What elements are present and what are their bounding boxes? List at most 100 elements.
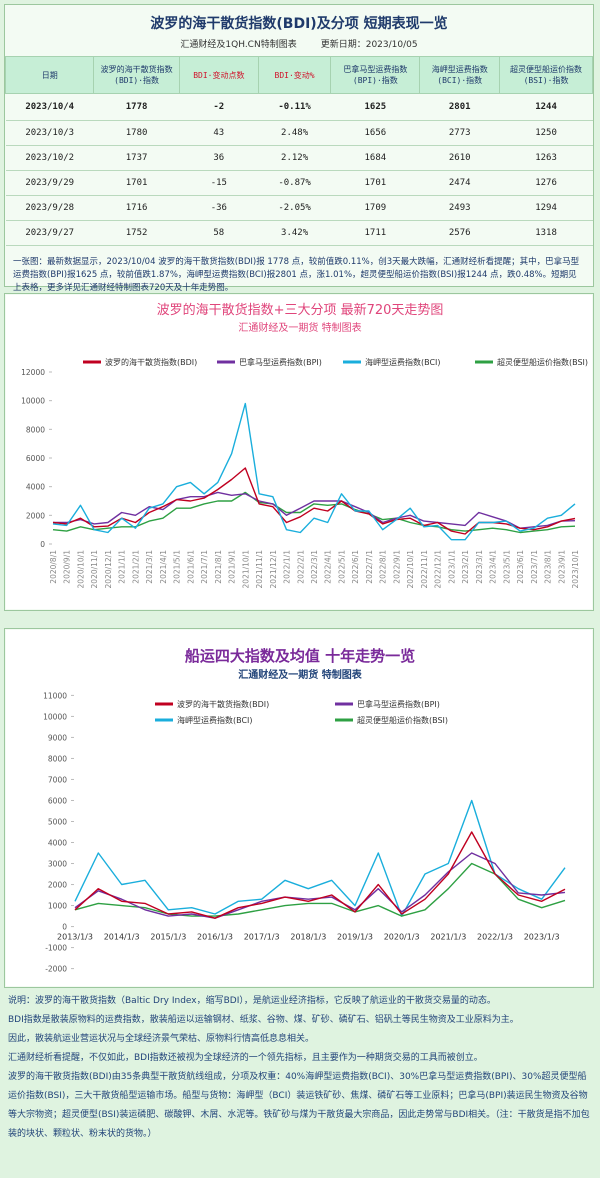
x-tick-label: 2023/5/1 (502, 550, 511, 584)
table-cell: 1263 (499, 145, 593, 171)
y-tick-label: 0 (62, 923, 67, 932)
table-row: 2023/10/3 1780 43 2.48% 1656 2773 1250 (5, 120, 593, 146)
table-cell: 1701 (93, 170, 180, 196)
y-tick-label: 10000 (21, 397, 45, 406)
y-tick-label: 4000 (48, 839, 67, 848)
x-tick-label: 2021/3/1 (145, 550, 154, 584)
summary: 一张图：最新数据显示，2023/10/04 波罗的海干散货指数(BDI)报 17… (13, 257, 580, 293)
table-row: 2023/9/28 1716 -36 -2.05% 1709 2493 1294 (5, 195, 593, 221)
table-cell: 2023/9/29 (5, 170, 94, 196)
x-tick-label: 2014/1/3 (104, 933, 140, 942)
y-tick-label: 6000 (48, 796, 67, 805)
table-cell: 2023/9/28 (5, 195, 94, 221)
table-cell: -36 (179, 195, 259, 221)
y-tick-label: 12000 (21, 368, 45, 377)
x-tick-label: 2022/6/1 (351, 550, 360, 584)
paragraph: 因此，散装航运业营运状况与全球经济景气荣枯、原物料行情高低息息相关。 (8, 1034, 315, 1044)
y-tick-label: 9000 (48, 733, 67, 742)
table-cell: -2.05% (258, 195, 331, 221)
y-tick-label: -2000 (45, 965, 67, 974)
chart-title: 波罗的海干散货指数+三大分项 最新720天走势图 (157, 302, 444, 318)
table-cell: 2023/10/3 (5, 120, 94, 146)
series-line (52, 402, 576, 541)
legend-label: 波罗的海干散货指数(BDI) (105, 357, 197, 367)
legend-label: 海岬型运费指数(BCI) (177, 715, 253, 725)
x-tick-label: 2022/9/1 (392, 550, 401, 584)
table-cell: 1778 (93, 93, 180, 121)
table-cell: 1294 (499, 195, 593, 221)
x-tick-label: 2023/3/1 (475, 550, 484, 584)
y-tick-label: 5000 (48, 817, 67, 826)
chart-title: 船运四大指数及均值 十年走势一览 (185, 647, 415, 665)
plot-background (6, 295, 592, 609)
table-cell: 2023/10/4 (5, 93, 94, 121)
chart-subtitle: 汇通财经及一期货 特制图表 (238, 668, 362, 681)
table-cell: 2023/9/27 (5, 220, 94, 246)
x-tick-label: 2020/1/3 (384, 933, 420, 942)
table-cell: 2.12% (258, 145, 331, 171)
x-tick-label: 2023/9/1 (557, 550, 566, 584)
x-tick-label: 2018/1/3 (290, 933, 326, 942)
x-tick-label: 2022/3/1 (310, 550, 319, 584)
column-header: 日期 (4, 56, 95, 94)
y-tick-label: 8000 (26, 425, 45, 434)
table-row: 2023/10/2 1737 36 2.12% 1684 2610 1263 (5, 145, 593, 171)
table-cell: 2773 (419, 120, 500, 146)
y-tick-label: 1000 (48, 902, 67, 911)
y-tick-label: 7000 (48, 775, 67, 784)
x-tick-label: 2021/9/1 (228, 550, 237, 584)
x-tick-label: 2019/1/3 (337, 933, 373, 942)
paragraph: BDI指数是散装原物料的运费指数，散装船运以运输钢材、纸浆、谷物、煤、矿砂、磷矿… (8, 1015, 519, 1025)
title: 波罗的海干散货指数(BDI)及分项 短期表现一览 (150, 16, 448, 32)
series-line (52, 491, 576, 534)
table-cell: 43 (179, 120, 259, 146)
column-header: 超灵便型船运价指数(BSI)·指数 (499, 56, 593, 94)
table-cell: 2.48% (258, 120, 331, 146)
legend-label: 海岬型运费指数(BCI) (365, 357, 441, 367)
table-cell: 1250 (499, 120, 593, 146)
x-tick-label: 2023/4/1 (489, 550, 498, 584)
table-cell: 3.42% (258, 220, 331, 246)
series-line (74, 831, 566, 919)
x-tick-label: 2022/11/1 (420, 550, 429, 589)
x-tick-label: 2015/1/3 (150, 933, 186, 942)
x-tick-label: 2020/9/1 (63, 550, 72, 584)
column-header: 巴拿马型运费指数(BPI)·指数 (330, 56, 421, 94)
x-tick-label: 2022/5/1 (337, 550, 346, 584)
table-cell: 2474 (419, 170, 500, 196)
x-tick-label: 2023/8/1 (544, 550, 553, 584)
x-tick-label: 2013/1/3 (57, 933, 93, 942)
table-cell: 1709 (330, 195, 420, 221)
table-cell: 2576 (419, 220, 500, 246)
table-cell: 1276 (499, 170, 593, 196)
table-cell: 1625 (330, 93, 420, 121)
x-tick-label: 2022/12/1 (434, 550, 443, 589)
table-cell: 2610 (419, 145, 500, 171)
y-tick-label: 0 (40, 540, 45, 549)
chart-subtitle: 汇通财经及一期货 特制图表 (238, 321, 361, 334)
x-tick-label: 2021/8/1 (214, 550, 223, 584)
table-row: 2023/9/29 1701 -15 -0.87% 1701 2474 1276 (5, 170, 593, 196)
table-cell: 1656 (330, 120, 420, 146)
x-tick-label: 2022/10/1 (406, 550, 415, 589)
x-tick-label: 2021/7/1 (200, 550, 209, 584)
x-tick-label: 2023/7/1 (530, 550, 539, 584)
x-tick-label: 2023/2/1 (461, 550, 470, 584)
legend-label: 巴拿马型运费指数(BPI) (239, 357, 322, 367)
y-tick-label: 10000 (43, 712, 67, 721)
column-header: BDI·变动% (257, 56, 332, 94)
x-tick-label: 2021/1/3 (430, 933, 466, 942)
legend-label: 超灵便型船运价指数(BSI) (357, 715, 448, 725)
legend-label: 巴拿马型运费指数(BPI) (357, 699, 440, 709)
y-tick-label: 2000 (26, 511, 45, 520)
x-tick-label: 2022/1/1 (283, 550, 292, 584)
series-line (74, 862, 566, 917)
y-tick-label: 8000 (48, 754, 67, 763)
subtitle: 汇通财经及1QH.CN特制图表 更新日期：2023/10/05 (5, 37, 593, 50)
x-tick-label: 2023/10/1 (571, 550, 580, 589)
y-tick-label: 2000 (48, 881, 67, 890)
x-tick-label: 2021/5/1 (173, 550, 182, 584)
